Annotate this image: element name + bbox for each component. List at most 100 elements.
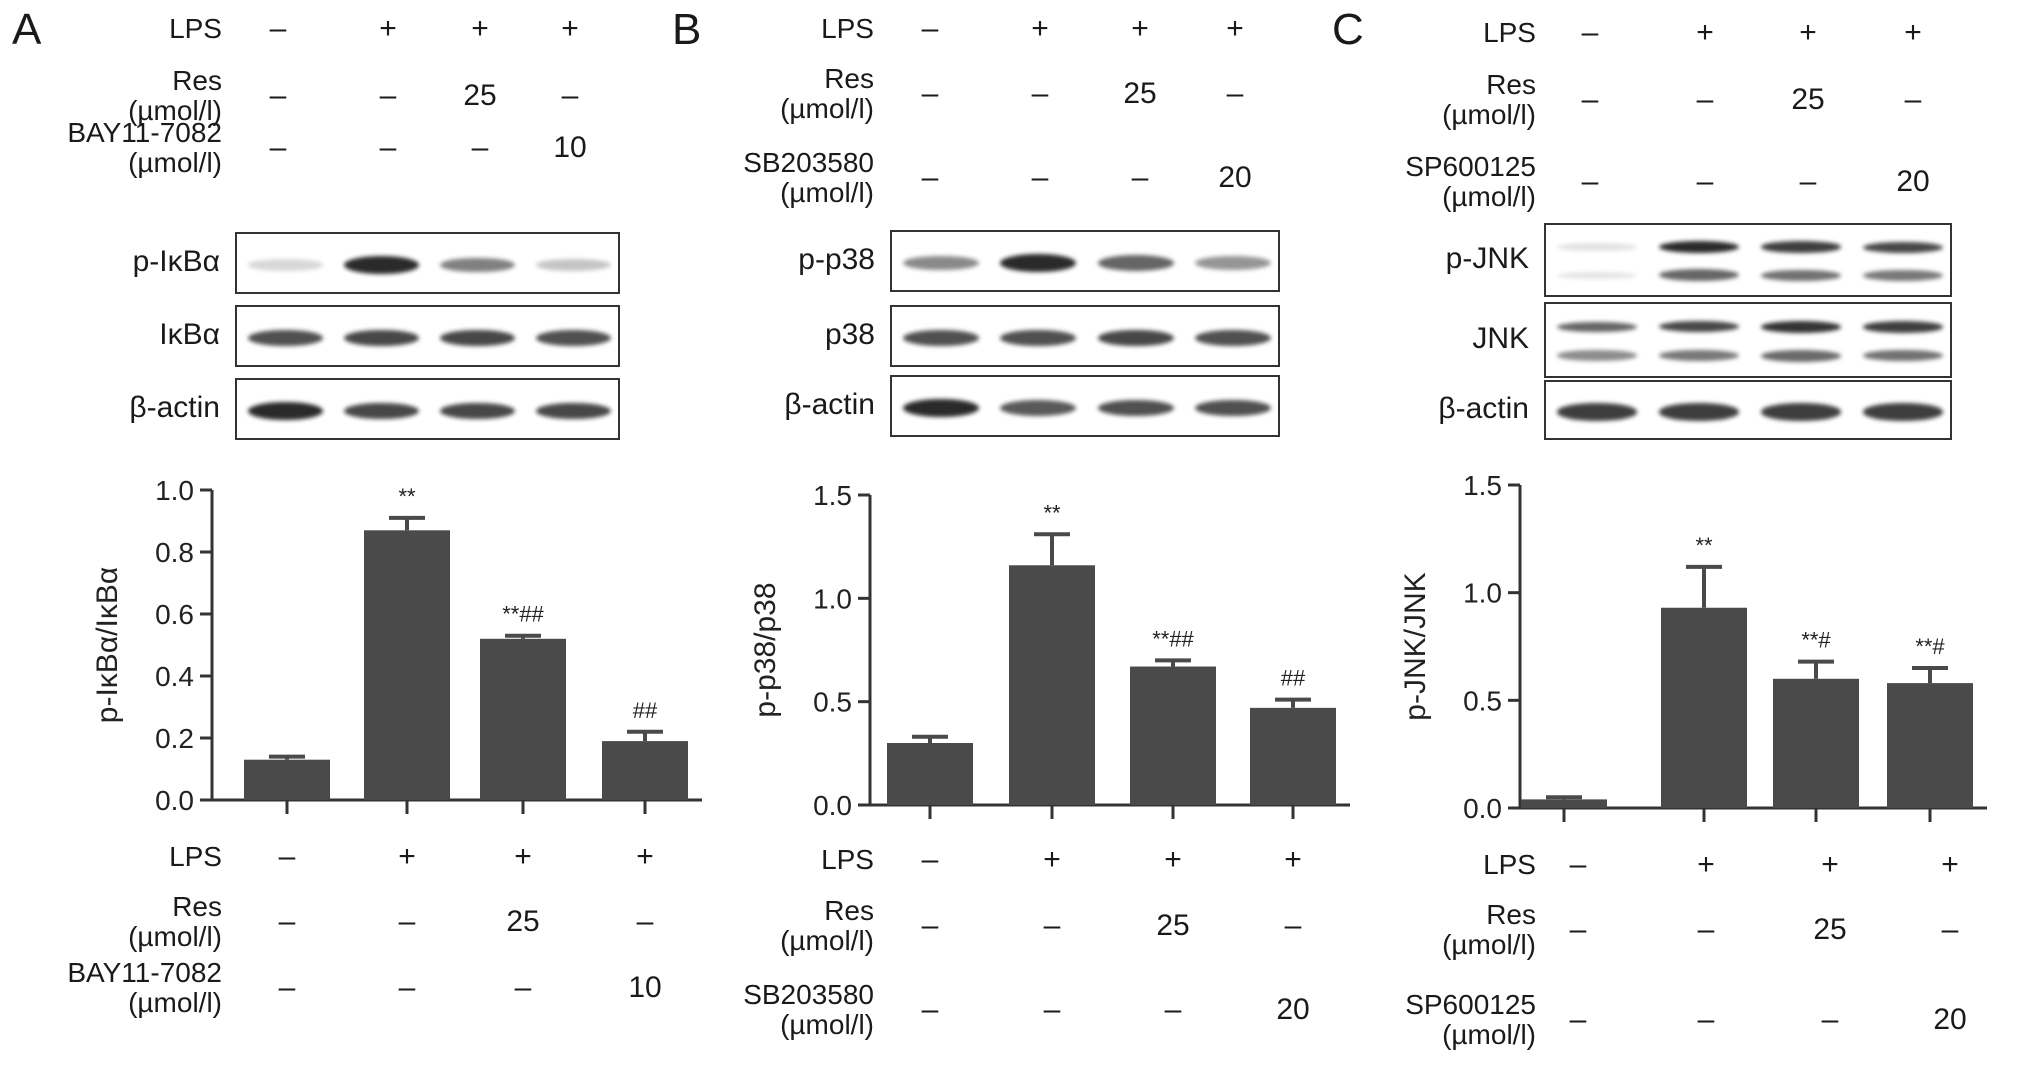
bar-chart: 0.0 0.2 0.4 0.6 0.8 1.0 p-IκBα/IκBα ** **## ## [91, 475, 702, 816]
condition-label: SP600125 (µmol/l) [1405, 151, 1536, 212]
condition-value: + [1696, 16, 1714, 49]
y-tick-label: 1.5 [1463, 470, 1502, 501]
condition-value: – [1226, 77, 1244, 110]
condition-label: Res (µmol/l) [780, 63, 874, 124]
condition-value: – [398, 971, 416, 1004]
blot-band [1557, 350, 1637, 361]
condition-label: LPS [169, 841, 222, 872]
blot-band [440, 329, 516, 347]
condition-value: 25 [1791, 83, 1825, 116]
y-axis-label: p-JNK/JNK [1399, 572, 1432, 720]
condition-value: + [1941, 848, 1959, 881]
panel-c: C LPS – + + + Res (µmol/l) – –25– SP600125 (µmol/… [1320, 0, 1987, 1071]
condition-value: 20 [1933, 1003, 1967, 1036]
condition-value: + [398, 840, 416, 873]
condition-value: – [1569, 848, 1587, 881]
blot-band [247, 402, 323, 420]
condition-value: – [1569, 1003, 1587, 1036]
blot-band [247, 259, 323, 271]
condition-value: – [278, 840, 296, 873]
condition-value: – [1696, 165, 1714, 198]
blot-label: IκBα [159, 318, 220, 351]
condition-value: – [921, 161, 939, 194]
blot-label: β-actin [784, 388, 875, 421]
condition-value: – [269, 12, 287, 45]
condition-value: – [561, 79, 579, 112]
condition-value: 25 [1813, 913, 1847, 946]
condition-value: 10 [553, 131, 587, 164]
condition-label: Res (µmol/l) [1442, 899, 1536, 960]
blot-band [1195, 329, 1272, 347]
condition-value: – [1581, 83, 1599, 116]
blot-band [536, 329, 612, 347]
condition-value: – [398, 905, 416, 938]
bar [1250, 707, 1336, 805]
condition-value: 25 [1123, 77, 1157, 110]
bar [1521, 799, 1607, 808]
western-blot-strip [890, 305, 1280, 367]
blot-band [1659, 241, 1739, 254]
blot-band [1097, 255, 1174, 271]
blot-label: p-JNK [1445, 242, 1529, 275]
blot-band [1097, 399, 1174, 417]
condition-value: – [1696, 83, 1714, 116]
panel-letter: C [1332, 5, 1364, 54]
panel-a: A LPS – + + + Res (µmol/l) – – 25 – BAY11-7082 (µmo… [0, 0, 702, 1071]
condition-value: – [1799, 165, 1817, 198]
condition-value: 20 [1896, 165, 1930, 198]
condition-value: + [379, 12, 397, 45]
bar [1661, 607, 1747, 808]
significance-label: ** [398, 484, 416, 509]
y-tick-label: 0.6 [155, 599, 194, 630]
condition-value: + [471, 12, 489, 45]
y-tick-label: 0.2 [155, 723, 194, 754]
condition-value: – [1581, 16, 1599, 49]
blot-band [1557, 243, 1637, 251]
blot-band [440, 402, 516, 420]
condition-label: Res (µmol/l) [780, 895, 874, 956]
blot-band [536, 258, 612, 272]
condition-value: + [1284, 843, 1302, 876]
condition-value: – [1904, 83, 1922, 116]
blot-band [536, 402, 612, 420]
significance-label: **# [1915, 634, 1945, 659]
bar [602, 741, 688, 800]
condition-value: + [1043, 843, 1061, 876]
condition-label: SB203580 (µmol/l) [743, 147, 874, 208]
condition-label: LPS [821, 13, 874, 44]
condition-value: + [1799, 16, 1817, 49]
condition-value: – [1821, 1003, 1839, 1036]
bar-chart: 0.0 0.5 1.0 1.5 p-JNK/JNK ** **# **# [1399, 470, 1987, 824]
condition-value: + [514, 840, 532, 873]
condition-label: LPS [1483, 17, 1536, 48]
bar-chart: 0.0 0.5 1.0 1.5 p-p38/p38 ** **## ## [749, 480, 1350, 821]
condition-value: – [921, 993, 939, 1026]
condition-value: 25 [1156, 909, 1190, 942]
condition-value: – [269, 79, 287, 112]
blot-band [1761, 320, 1841, 333]
significance-label: **## [502, 602, 544, 627]
condition-value: – [278, 905, 296, 938]
condition-value: – [1581, 165, 1599, 198]
western-blot-strip [1544, 223, 1952, 297]
blot-band [1557, 321, 1637, 333]
condition-value: – [1043, 909, 1061, 942]
western-blot-strip [1544, 302, 1952, 378]
condition-label: Res (µmol/l) [128, 65, 222, 126]
western-blot-strip [1544, 380, 1952, 440]
significance-label: **# [1801, 628, 1831, 653]
blot-band [1195, 255, 1272, 270]
panel-letter: A [12, 5, 42, 54]
western-blot-strip [890, 375, 1280, 437]
blot-label: p-IκBα [132, 245, 220, 278]
condition-value: – [921, 909, 939, 942]
condition-value: – [921, 12, 939, 45]
blot-band [1863, 349, 1943, 362]
y-tick-label: 1.5 [813, 480, 852, 511]
condition-value: – [921, 843, 939, 876]
condition-value: – [1043, 993, 1061, 1026]
blot-band [1557, 403, 1637, 421]
condition-value: – [1031, 77, 1049, 110]
condition-value: – [278, 971, 296, 1004]
western-blot-strip [235, 232, 620, 294]
